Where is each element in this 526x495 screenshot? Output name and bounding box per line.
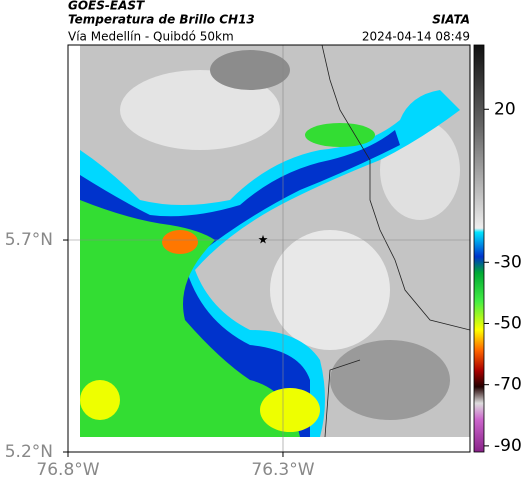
title: GOES-EAST <box>68 0 145 13</box>
cloud <box>120 70 280 150</box>
x-tick-label: 76.3°W <box>251 460 314 480</box>
cold-core <box>80 380 120 420</box>
colorbar-tick-label: -50 <box>494 313 522 333</box>
border <box>324 359 361 438</box>
y-tick-label: 5.2°N <box>5 442 53 462</box>
cold-core <box>260 388 320 432</box>
colorbar-tick-label: -70 <box>494 375 522 395</box>
colorbar-tick-label: 20 <box>494 99 516 119</box>
cloud <box>330 340 450 420</box>
colorbar-tick-label: -30 <box>494 252 522 272</box>
timestamp: 2024-04-14 08:49 <box>362 30 470 44</box>
y-tick-label: 5.7°N <box>5 230 53 250</box>
cold-cloud <box>305 123 375 147</box>
colorbar-tick-label: -90 <box>494 436 522 456</box>
border <box>321 45 470 331</box>
cold-cloud <box>80 200 300 437</box>
cloud <box>210 50 290 90</box>
satellite-image <box>68 45 470 452</box>
city-marker: ★ <box>258 233 269 247</box>
route: Vía Medellín - Quibdó 50km <box>68 30 234 44</box>
subtitle: Temperatura de Brillo CH13 <box>68 13 255 27</box>
colorbar <box>473 44 485 453</box>
x-tick-label: 76.8°W <box>36 460 99 480</box>
cloud <box>270 230 390 350</box>
map-frame <box>67 44 471 453</box>
org: SIATA <box>432 13 470 27</box>
cold-core <box>162 230 198 254</box>
